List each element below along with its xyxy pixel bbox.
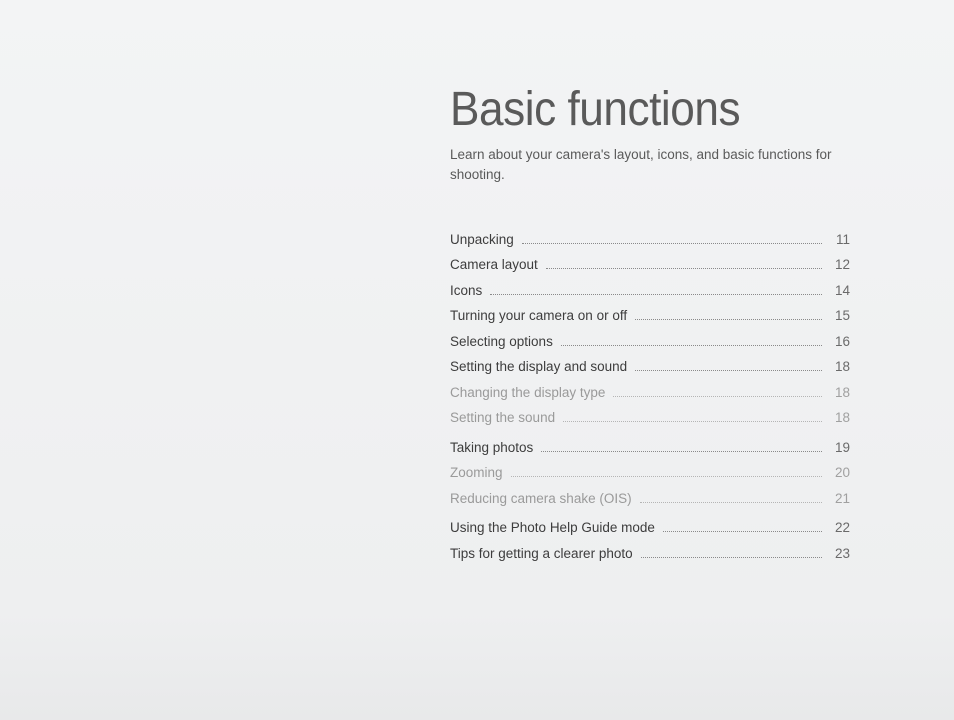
toc-page-number: 18 — [828, 360, 850, 374]
page-title: Basic functions — [450, 85, 836, 135]
toc-leader-dots — [490, 294, 822, 295]
toc-leader-dots — [640, 502, 822, 503]
toc-page-number: 18 — [828, 386, 850, 400]
toc-page-number: 16 — [828, 335, 850, 349]
toc-leader-dots — [563, 421, 822, 422]
toc-leader-dots — [522, 243, 822, 244]
toc-label: Using the Photo Help Guide mode — [450, 521, 655, 535]
toc-row: Camera layout 12 — [450, 252, 850, 278]
toc-leader-dots — [663, 531, 822, 532]
toc-label: Zooming — [450, 466, 503, 480]
toc-page-number: 11 — [828, 233, 850, 247]
toc-row: Using the Photo Help Guide mode 22 — [450, 515, 850, 541]
toc-page-number: 12 — [828, 258, 850, 272]
toc-row: Icons 14 — [450, 278, 850, 304]
content-area: Basic functions Learn about your camera'… — [450, 85, 870, 566]
toc-page-number: 14 — [828, 284, 850, 298]
document-page: Basic functions Learn about your camera'… — [0, 0, 954, 720]
toc-row: Zooming 20 — [450, 460, 850, 486]
toc-page-number: 19 — [828, 441, 850, 455]
toc-page-number: 23 — [828, 547, 850, 561]
toc-row: Reducing camera shake (OIS) 21 — [450, 486, 850, 512]
page-subtitle: Learn about your camera's layout, icons,… — [450, 145, 870, 184]
toc-row: Setting the sound 18 — [450, 405, 850, 431]
toc-page-number: 18 — [828, 411, 850, 425]
toc-page-number: 15 — [828, 309, 850, 323]
toc-row: Tips for getting a clearer photo 23 — [450, 541, 850, 567]
toc-row: Turning your camera on or off 15 — [450, 303, 850, 329]
toc-leader-dots — [541, 451, 822, 452]
toc-label: Unpacking — [450, 233, 514, 247]
toc-label: Selecting options — [450, 335, 553, 349]
toc-leader-dots — [641, 557, 822, 558]
toc-row: Setting the display and sound 18 — [450, 354, 850, 380]
toc-row: Changing the display type 18 — [450, 380, 850, 406]
toc-label: Reducing camera shake (OIS) — [450, 492, 632, 506]
toc-label: Changing the display type — [450, 386, 605, 400]
toc-leader-dots — [613, 396, 822, 397]
toc-page-number: 20 — [828, 466, 850, 480]
toc-label: Icons — [450, 284, 482, 298]
toc-leader-dots — [635, 319, 822, 320]
toc-page-number: 22 — [828, 521, 850, 535]
toc-label: Tips for getting a clearer photo — [450, 547, 633, 561]
toc-leader-dots — [635, 370, 822, 371]
toc-leader-dots — [511, 476, 822, 477]
toc-row: Taking photos 19 — [450, 435, 850, 461]
toc-leader-dots — [546, 268, 822, 269]
table-of-contents: Unpacking 11 Camera layout 12 Icons 14 Turning… — [450, 227, 850, 567]
toc-label: Turning your camera on or off — [450, 309, 627, 323]
toc-label: Camera layout — [450, 258, 538, 272]
toc-page-number: 21 — [828, 492, 850, 506]
toc-leader-dots — [561, 345, 822, 346]
toc-label: Setting the sound — [450, 411, 555, 425]
toc-label: Taking photos — [450, 441, 533, 455]
toc-row: Unpacking 11 — [450, 227, 850, 253]
toc-row: Selecting options 16 — [450, 329, 850, 355]
toc-label: Setting the display and sound — [450, 360, 627, 374]
